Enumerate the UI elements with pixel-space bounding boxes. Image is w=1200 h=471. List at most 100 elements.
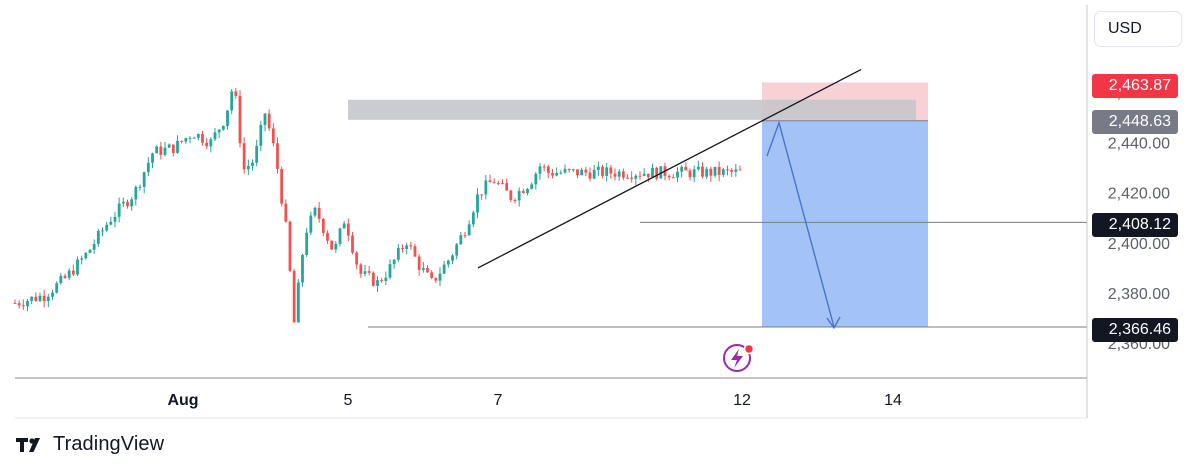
candle-body (722, 169, 725, 175)
candle-body (209, 139, 212, 146)
price-tick-label: 2,400.00 (1108, 236, 1170, 253)
candle-body (547, 167, 550, 173)
candle-body (214, 132, 217, 139)
time-tick-label: 14 (884, 392, 902, 409)
candle-body (134, 187, 137, 199)
candle-body (84, 253, 87, 258)
candle-body (68, 271, 71, 278)
candle-body (672, 177, 675, 178)
candle-body (384, 278, 387, 281)
candle-body (539, 167, 542, 174)
candle-body (280, 169, 283, 204)
candle-body (97, 231, 100, 244)
candle-body (359, 265, 362, 274)
candle-body (368, 271, 371, 273)
candle-body (372, 273, 375, 286)
candle-body (305, 233, 308, 255)
candle-body (730, 170, 733, 172)
currency-selector[interactable]: USD (1094, 11, 1182, 47)
tradingview-brand[interactable]: TradingView (16, 433, 164, 456)
candle-body (189, 138, 192, 139)
candle-body (180, 141, 183, 142)
candle-body (518, 191, 521, 200)
candle-body (151, 153, 154, 162)
candle-body (172, 145, 175, 153)
candle-body (243, 143, 246, 169)
candle-body (434, 278, 437, 281)
lightning-event-icon[interactable] (724, 345, 754, 372)
candle-body (193, 138, 196, 139)
candle-body (218, 130, 221, 133)
candle-body (405, 245, 408, 249)
candle-body (543, 167, 546, 168)
candle-body (155, 147, 158, 154)
candle-body (418, 257, 421, 270)
candle-body (93, 244, 96, 250)
candle-body (22, 305, 25, 306)
candle-body (109, 222, 112, 225)
candle-body (168, 145, 171, 148)
candle-body (176, 141, 179, 153)
candle-body (76, 260, 79, 275)
candle-body (130, 199, 133, 206)
candle-body (255, 146, 258, 163)
candle-body (139, 187, 142, 188)
tradingview-logo-icon (16, 437, 46, 453)
brand-name: TradingView (53, 433, 164, 456)
candle-body (422, 268, 425, 270)
candle-body (555, 173, 558, 176)
price-tick-label: 2,380.00 (1108, 286, 1170, 303)
candle-body (426, 268, 429, 272)
candle-body (289, 222, 292, 271)
candle-body (614, 174, 617, 177)
candle-body (459, 235, 462, 244)
candle-body (34, 297, 37, 301)
candle-body (264, 114, 267, 125)
candle-body (184, 138, 187, 141)
candle-body (301, 255, 304, 282)
candle-body (230, 91, 233, 110)
candle-body (159, 147, 162, 155)
candle-body (251, 163, 254, 166)
candle-body (314, 208, 317, 216)
candle-body (309, 216, 312, 233)
stop-loss-price-tag: 2,463.87 (1092, 74, 1178, 98)
candle-body (39, 296, 42, 301)
candle-body (18, 303, 21, 305)
candle-body (318, 208, 321, 219)
candle-body (443, 265, 446, 274)
horizontal-line-price-tag: 2,408.12 (1092, 213, 1178, 237)
candle-body (609, 167, 612, 173)
candle-body (701, 167, 704, 177)
price-tick-label: 2,420.00 (1108, 186, 1170, 203)
candle-body (239, 96, 242, 143)
candle-body (480, 194, 483, 195)
entry-price-tag: 2,448.63 (1092, 110, 1178, 134)
candle-body (697, 167, 700, 170)
candle-body (693, 169, 696, 177)
candle-body (476, 194, 479, 212)
candle-body (580, 170, 583, 176)
candle-body (268, 114, 271, 129)
candle-body (330, 241, 333, 250)
candle-body (105, 225, 108, 231)
candle-body (739, 169, 742, 170)
candle-body (376, 280, 379, 286)
time-tick-label: 12 (733, 392, 751, 409)
candle-body (522, 191, 525, 193)
candle-body (584, 170, 587, 173)
candle-body (726, 169, 729, 170)
candle-body (455, 244, 458, 255)
candle-body (259, 125, 262, 146)
candle-body (380, 280, 383, 281)
candle-body (297, 282, 300, 322)
candle-body (389, 264, 392, 278)
candle-body (401, 248, 404, 249)
time-tick-label: Aug (167, 392, 198, 409)
candle-body (55, 283, 58, 292)
candle-body (205, 143, 208, 147)
candle-body (564, 169, 567, 173)
candle-body (143, 172, 146, 187)
candle-body (293, 271, 296, 323)
